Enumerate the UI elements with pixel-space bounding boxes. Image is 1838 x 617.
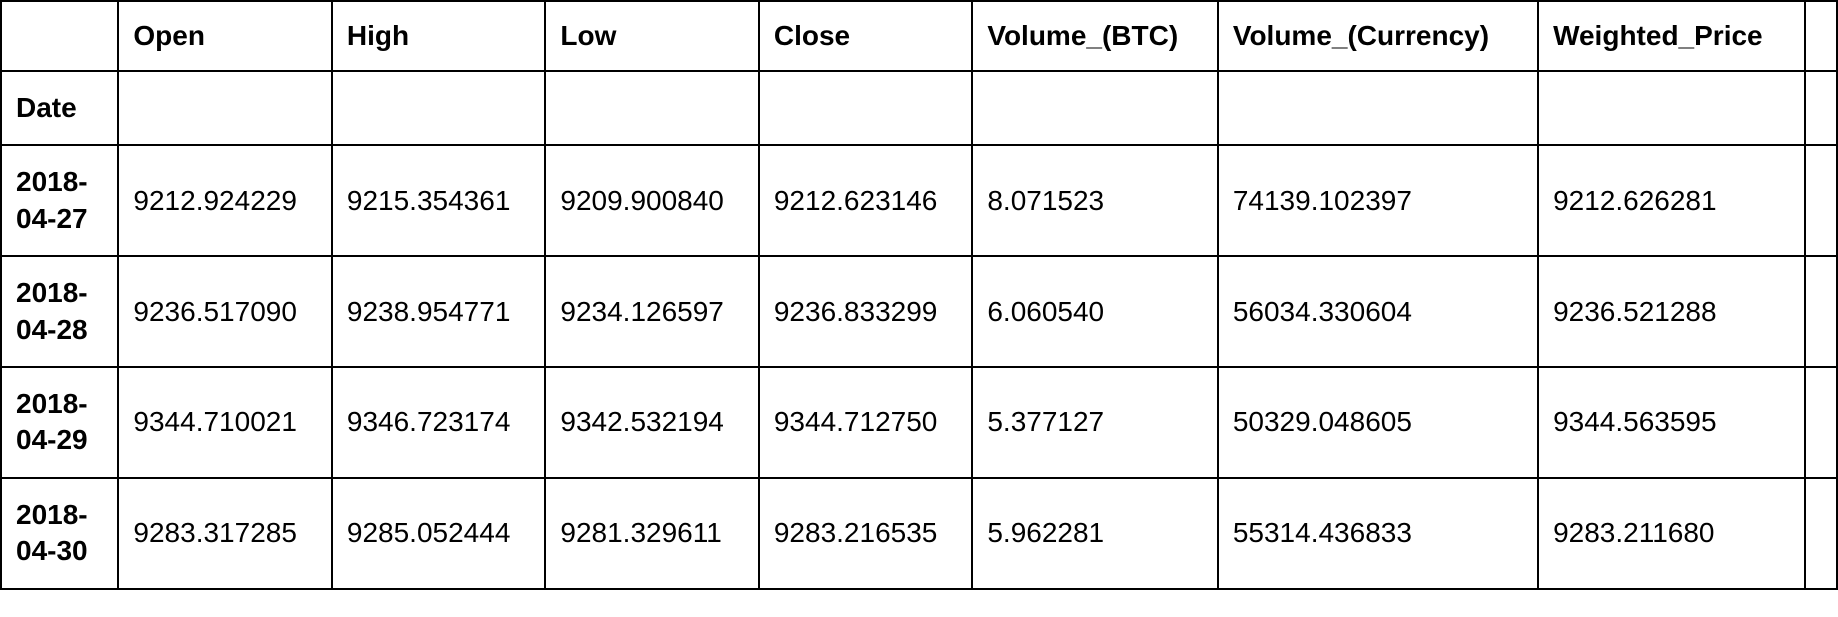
index-header-blank	[1, 1, 118, 71]
row-date: 2018-04-27	[1, 145, 118, 256]
blank-cell	[118, 71, 331, 145]
cell-weighted-price: 9212.626281	[1538, 145, 1805, 256]
cell-high: 9238.954771	[332, 256, 545, 367]
cell-weighted-price: 9344.563595	[1538, 367, 1805, 478]
cell-low: 9342.532194	[545, 367, 758, 478]
col-header-close: Close	[759, 1, 972, 71]
col-header-volume-btc: Volume_(BTC)	[972, 1, 1218, 71]
blank-cell	[1805, 71, 1837, 145]
cell-low: 9234.126597	[545, 256, 758, 367]
cell-extra	[1805, 367, 1837, 478]
col-header-extra	[1805, 1, 1837, 71]
blank-cell	[332, 71, 545, 145]
cell-close: 9344.712750	[759, 367, 972, 478]
blank-cell	[1218, 71, 1538, 145]
cell-open: 9344.710021	[118, 367, 331, 478]
cell-high: 9346.723174	[332, 367, 545, 478]
cell-volume-btc: 5.962281	[972, 478, 1218, 589]
blank-cell	[759, 71, 972, 145]
cell-volume-currency: 56034.330604	[1218, 256, 1538, 367]
col-header-low: Low	[545, 1, 758, 71]
data-table: Open High Low Close Volume_(BTC) Volume_…	[0, 0, 1838, 590]
cell-open: 9236.517090	[118, 256, 331, 367]
row-date: 2018-04-30	[1, 478, 118, 589]
cell-extra	[1805, 145, 1837, 256]
table-row: 2018-04-29 9344.710021 9346.723174 9342.…	[1, 367, 1837, 478]
cell-open: 9212.924229	[118, 145, 331, 256]
blank-cell	[1538, 71, 1805, 145]
cell-volume-btc: 5.377127	[972, 367, 1218, 478]
cell-volume-btc: 6.060540	[972, 256, 1218, 367]
table-row: 2018-04-28 9236.517090 9238.954771 9234.…	[1, 256, 1837, 367]
cell-extra	[1805, 478, 1837, 589]
cell-close: 9212.623146	[759, 145, 972, 256]
row-date: 2018-04-28	[1, 256, 118, 367]
blank-cell	[972, 71, 1218, 145]
col-header-weighted-price: Weighted_Price	[1538, 1, 1805, 71]
cell-high: 9215.354361	[332, 145, 545, 256]
cell-volume-currency: 74139.102397	[1218, 145, 1538, 256]
col-header-volume-currency: Volume_(Currency)	[1218, 1, 1538, 71]
cell-volume-currency: 55314.436833	[1218, 478, 1538, 589]
col-header-open: Open	[118, 1, 331, 71]
cell-close: 9283.216535	[759, 478, 972, 589]
index-name-row: Date	[1, 71, 1837, 145]
table-row: 2018-04-30 9283.317285 9285.052444 9281.…	[1, 478, 1837, 589]
cell-volume-currency: 50329.048605	[1218, 367, 1538, 478]
cell-extra	[1805, 256, 1837, 367]
cell-close: 9236.833299	[759, 256, 972, 367]
cell-weighted-price: 9283.211680	[1538, 478, 1805, 589]
cell-low: 9281.329611	[545, 478, 758, 589]
table-row: 2018-04-27 9212.924229 9215.354361 9209.…	[1, 145, 1837, 256]
cell-open: 9283.317285	[118, 478, 331, 589]
index-name-cell: Date	[1, 71, 118, 145]
cell-low: 9209.900840	[545, 145, 758, 256]
col-header-high: High	[332, 1, 545, 71]
cell-volume-btc: 8.071523	[972, 145, 1218, 256]
blank-cell	[545, 71, 758, 145]
row-date: 2018-04-29	[1, 367, 118, 478]
cell-high: 9285.052444	[332, 478, 545, 589]
cell-weighted-price: 9236.521288	[1538, 256, 1805, 367]
header-row: Open High Low Close Volume_(BTC) Volume_…	[1, 1, 1837, 71]
